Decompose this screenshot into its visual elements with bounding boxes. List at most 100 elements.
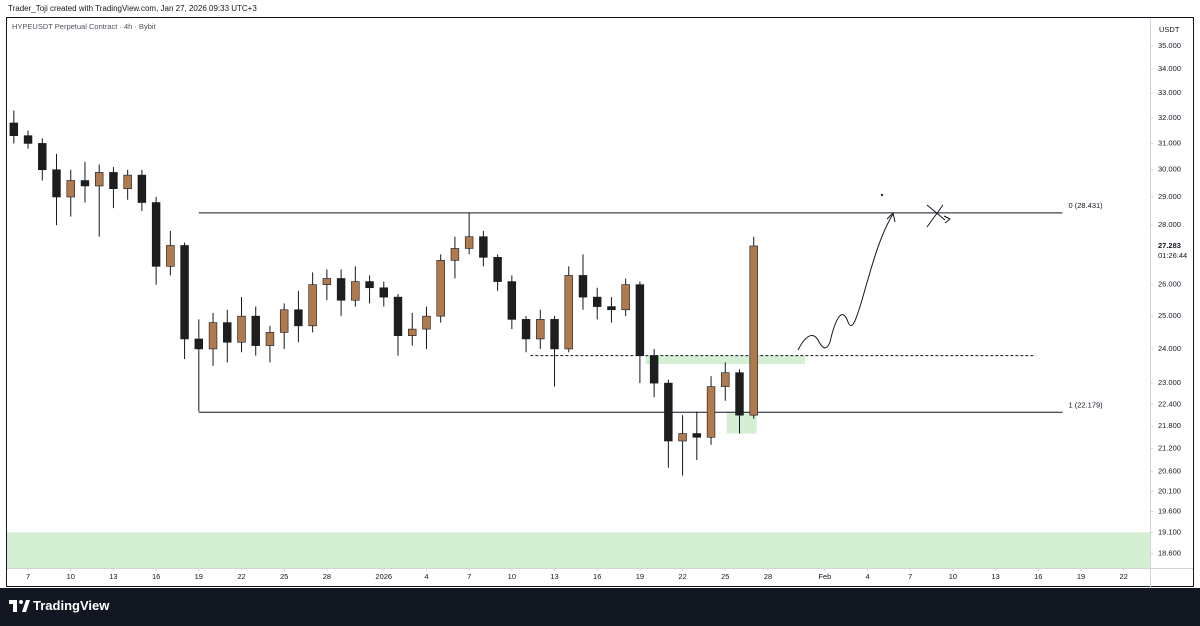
candle-body (123, 174, 132, 190)
x-tick-label: 28 (323, 572, 331, 581)
footer-brand: TradingView (33, 598, 110, 613)
footer-logo: TradingView (9, 598, 110, 613)
x-tick-label: 7 (908, 572, 912, 581)
y-tick-label: 22.400 (1158, 399, 1181, 408)
y-tick-label: 20.100 (1158, 486, 1181, 495)
dot (880, 193, 884, 197)
candle-body (308, 284, 317, 327)
x-tick-label: 10 (67, 572, 75, 581)
candle-body (66, 180, 75, 198)
candle-body (493, 257, 502, 282)
y-tick-label: 18.600 (1158, 549, 1181, 558)
candle-body (322, 278, 332, 285)
candle-body (379, 287, 388, 298)
x-tick-label: 4 (424, 572, 428, 581)
y-tick-label: 25.000 (1158, 311, 1181, 320)
candle-body (23, 135, 33, 144)
candle-body (450, 248, 460, 261)
logo-mark (9, 600, 17, 612)
x-mark (926, 204, 951, 228)
y-tick-label: 24.000 (1158, 344, 1181, 353)
projection-path (797, 213, 894, 351)
countdown-label: 01:26:44 (1158, 251, 1187, 260)
logo-dot (19, 600, 23, 604)
candle-body (664, 382, 673, 442)
candle-body (80, 180, 90, 187)
candle-body (436, 260, 445, 317)
x-tick-label: 25 (280, 572, 288, 581)
x-tick-label: 13 (109, 572, 117, 581)
y-tick-label: 23.000 (1158, 378, 1181, 387)
x-tick-label: 16 (152, 572, 160, 581)
candle-body (692, 433, 702, 438)
x-tick-label: 10 (508, 572, 516, 581)
x-tick-label: 13 (550, 572, 558, 581)
x-tick-label: 28 (764, 572, 772, 581)
footer-bar (0, 588, 1200, 626)
candle-body (749, 245, 758, 416)
candle-body (237, 315, 246, 343)
candle-body (536, 319, 545, 340)
candle-body (194, 338, 204, 350)
x-tick-label: 19 (636, 572, 644, 581)
y-tick-label: 19.100 (1158, 527, 1181, 536)
candle-body (251, 315, 260, 346)
candle-body (507, 281, 517, 320)
candle-body (521, 319, 531, 340)
candle-body (223, 322, 232, 343)
candle-body (393, 296, 403, 336)
x-tick-label: 2026 (375, 572, 392, 581)
candle-body (464, 236, 474, 249)
x-tick-label: 19 (195, 572, 203, 581)
y-tick-label: 31.000 (1158, 138, 1181, 147)
y-tick-label: 34.000 (1158, 64, 1181, 73)
candle-body (109, 172, 118, 190)
candle-body (635, 284, 645, 356)
candle-body (479, 236, 488, 258)
candle-body (265, 332, 275, 346)
candle-body (621, 284, 630, 311)
candle-body (408, 328, 417, 336)
x-tick-label: 22 (237, 572, 245, 581)
y-tick-label: 32.000 (1158, 113, 1181, 122)
plot: 0 (28.431) 1 (22.179) (7, 110, 1150, 568)
candle-body (678, 433, 687, 442)
candle-body (735, 372, 744, 416)
axis-unit: USDT (1159, 25, 1180, 34)
candle-body (137, 174, 147, 203)
y-tick-label: 21.800 (1158, 421, 1181, 430)
candle-body (94, 172, 104, 187)
fib-level-label: 0 (28.431) (1068, 201, 1103, 210)
candle-body (151, 202, 161, 267)
candle-body (351, 281, 360, 301)
logo-slash (22, 600, 30, 612)
fib-level-label: 1 (22.179) (1068, 400, 1103, 409)
x-tick-label: 22 (1120, 572, 1128, 581)
candle-body (38, 143, 47, 171)
x-tick-label: 4 (865, 572, 869, 581)
x-tick-label: 16 (593, 572, 601, 581)
candle-body (422, 315, 431, 330)
x-tick-label: 13 (991, 572, 999, 581)
zone (7, 532, 1150, 568)
candle-body (365, 281, 374, 289)
candle-body (607, 306, 616, 311)
x-tick-label: Feb (818, 572, 831, 581)
zone (726, 411, 757, 434)
candle-body (649, 355, 659, 384)
hand-drawn-projection (797, 193, 951, 351)
candle-body (279, 309, 289, 333)
x-tick-label: 19 (1077, 572, 1085, 581)
y-tick-label: 28.000 (1158, 220, 1181, 229)
y-tick-label: 26.000 (1158, 280, 1181, 289)
y-tick-label: 30.000 (1158, 165, 1181, 174)
y-tick-label: 33.000 (1158, 88, 1181, 97)
chart-frame (6, 17, 1194, 587)
candle-body (180, 245, 189, 340)
attribution: Trader_Toji created with TradingView.com… (8, 4, 257, 13)
y-tick-label: 35.000 (1158, 41, 1181, 50)
y-tick-label: 21.200 (1158, 444, 1181, 453)
candle-body (550, 319, 559, 350)
y-tick-label: 19.600 (1158, 507, 1181, 516)
